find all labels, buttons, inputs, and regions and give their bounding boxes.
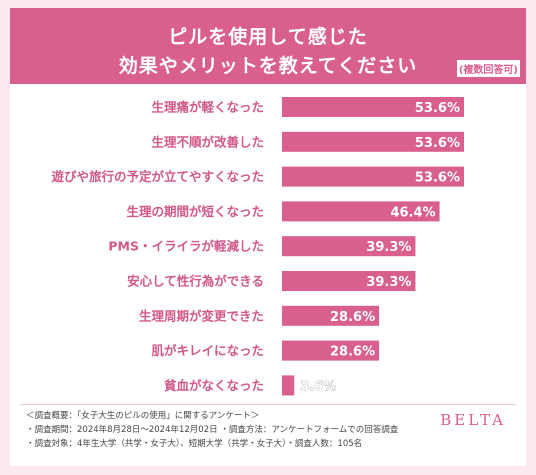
category-label: 生理不順が改善した bbox=[151, 134, 264, 149]
bar bbox=[282, 305, 380, 326]
value-label: 53.6% bbox=[415, 101, 460, 116]
bar bbox=[282, 271, 416, 291]
multiple-answer-note: (複数回答可) bbox=[456, 60, 520, 77]
bar bbox=[282, 236, 416, 257]
value-label: 39.3% bbox=[366, 275, 411, 290]
category-label: 生理痛が軽くなった bbox=[151, 100, 264, 115]
bar bbox=[282, 340, 380, 361]
category-label: 肌がキレイになった bbox=[150, 343, 264, 358]
bar bbox=[282, 131, 464, 152]
chart-title-line2: 効果やメリットを教えてください bbox=[118, 55, 418, 77]
value-label: 28.6% bbox=[330, 310, 375, 325]
value-label: 53.6% bbox=[415, 171, 460, 186]
chart-header: ピルを使用して感じた 効果やメリットを教えてください (複数回答可) bbox=[10, 8, 526, 84]
value-label: 39.3% bbox=[366, 240, 411, 255]
chart-title-line1: ピルを使用して感じた bbox=[168, 26, 368, 48]
category-label: 安心して性行為ができる bbox=[127, 274, 264, 289]
category-label: 生理周期が変更できた bbox=[139, 308, 264, 323]
bar bbox=[282, 166, 464, 187]
value-label: 53.6% bbox=[415, 136, 460, 151]
bar bbox=[282, 201, 440, 222]
survey-footer: ＜調査概要：「女子大生のピルの使用」に関するアンケート＞ ・調査期間：2024年… bbox=[20, 404, 516, 461]
bar bbox=[282, 97, 464, 117]
chart-card bbox=[10, 8, 526, 466]
category-label: 貧血がなくなった bbox=[164, 378, 264, 393]
value-label: 46.4% bbox=[390, 205, 435, 220]
survey-target: ・調査対象：4年生大学（共学・女子大）、短期大学（共学・女子大）・調査人数：10… bbox=[26, 439, 363, 449]
category-label: 遊びや旅行の予定が立てやすくなった bbox=[51, 169, 264, 184]
category-label: PMS・イライラが軽減した bbox=[108, 239, 264, 254]
survey-period-method: ・調査期間：2024年8月28日〜2024年12月02日 ・調査方法：アンケート… bbox=[26, 425, 399, 435]
belta-logo: BELTA bbox=[440, 411, 506, 429]
category-label: 生理の期間が短くなった bbox=[126, 204, 264, 219]
value-label: 28.6% bbox=[330, 345, 375, 360]
value-label: 3.6% bbox=[300, 379, 336, 394]
bar-chart: 生理痛が軽くなった 53.6% 生理不順が改善した 53.6% 遊びや旅行の予定が立てや… bbox=[51, 97, 464, 396]
bar bbox=[282, 375, 295, 396]
survey-overview: ＜調査概要：「女子大生のピルの使用」に関するアンケート＞ bbox=[26, 411, 260, 421]
